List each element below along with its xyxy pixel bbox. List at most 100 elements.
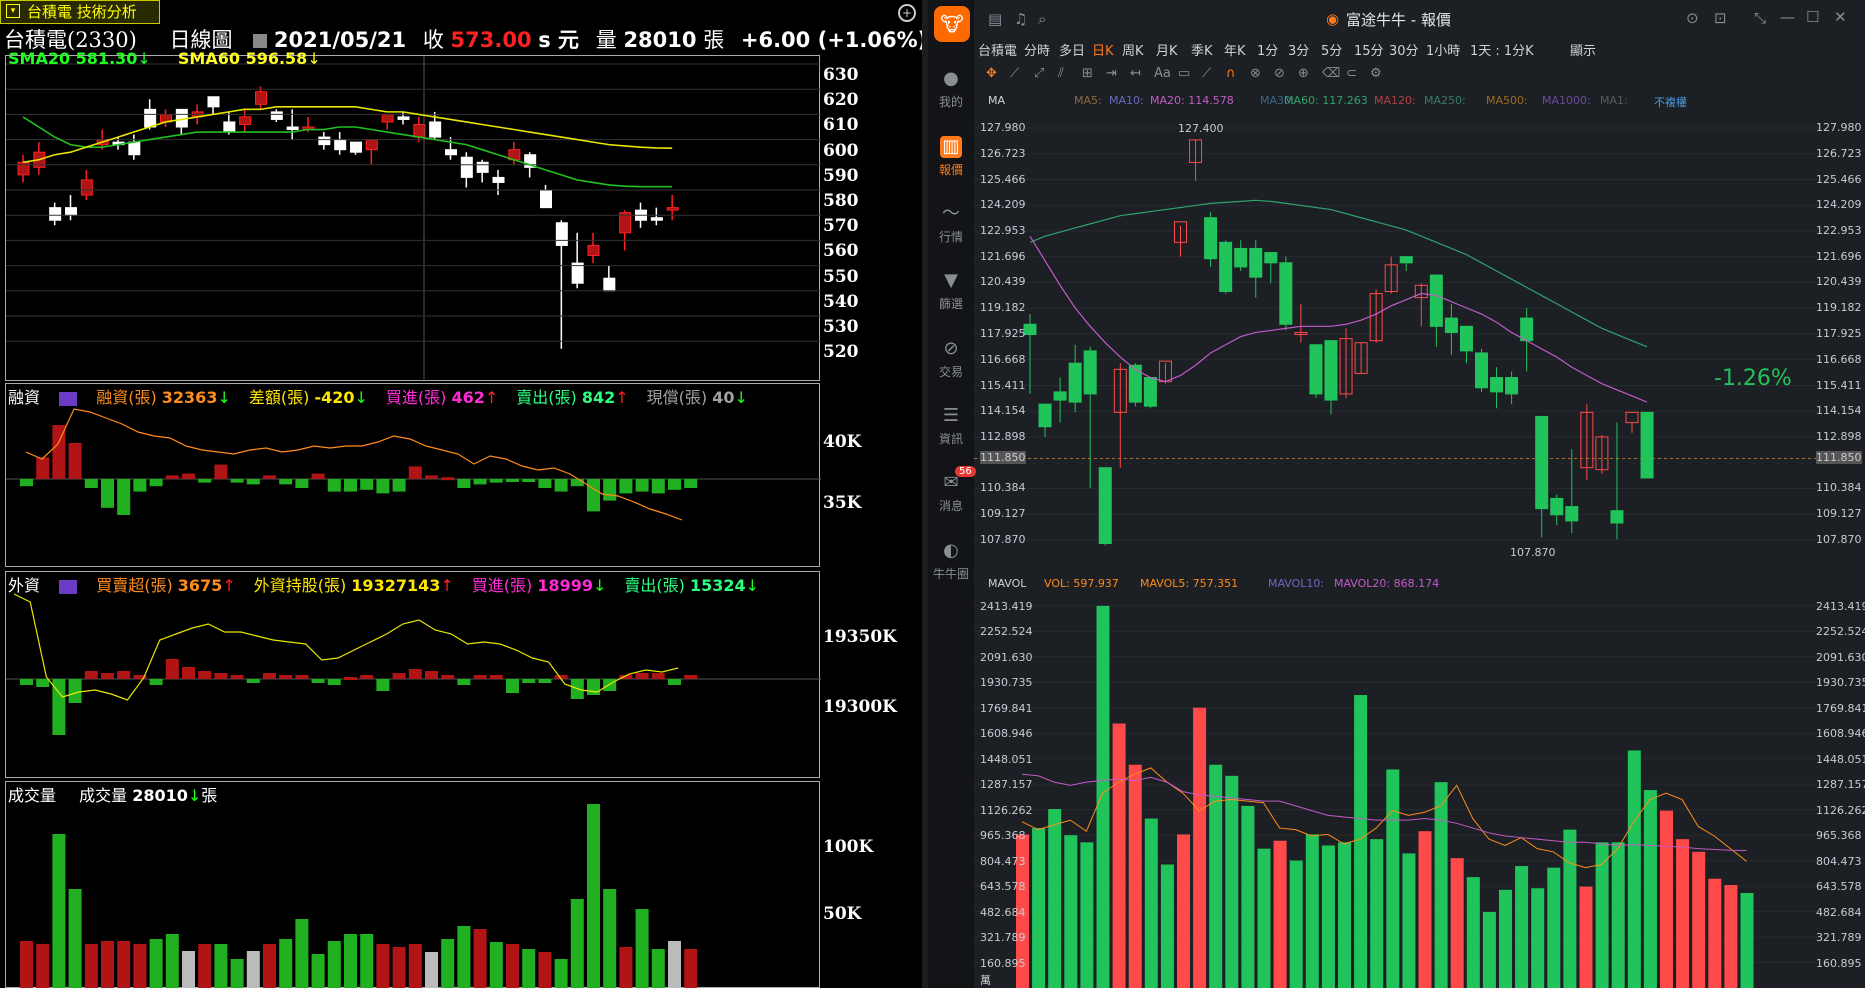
layout-icon[interactable]: ▤ bbox=[988, 10, 1003, 28]
candle-body bbox=[476, 161, 489, 173]
foreign-bar bbox=[182, 667, 195, 679]
bell-icon[interactable]: ♫ bbox=[1014, 10, 1028, 28]
candle-body bbox=[1475, 352, 1488, 389]
foreign-chart bbox=[6, 593, 821, 735]
draw-tool-16-icon[interactable]: ⚙ bbox=[1370, 66, 1382, 81]
foreign-bar bbox=[101, 673, 114, 679]
tab-9[interactable]: 3分 bbox=[1288, 44, 1310, 59]
maximize-icon[interactable]: ☐ bbox=[1806, 8, 1820, 26]
draw-tool-2-icon[interactable]: ⤢ bbox=[1034, 66, 1045, 81]
volume-value: 28010 bbox=[132, 786, 188, 805]
tab-14[interactable]: 1天 : 1分K bbox=[1470, 44, 1534, 59]
draw-tool-7-icon[interactable]: Aa bbox=[1154, 66, 1171, 81]
draw-tool-5-icon[interactable]: ⇥ bbox=[1106, 66, 1117, 81]
ma20-label: MA20: 114.578 bbox=[1150, 94, 1234, 107]
headset-icon[interactable]: ⊙ bbox=[1686, 9, 1699, 27]
sidebar-item-screener[interactable]: ▼ 篩選 bbox=[928, 270, 974, 312]
legend-item-value: 40 bbox=[712, 388, 735, 407]
display-menu[interactable]: 顯示 bbox=[1570, 44, 1597, 59]
tab-4[interactable]: 周K bbox=[1122, 44, 1144, 59]
mavol-legend: MAVOL VOL: 597.937 MAVOL5: 757.351 MAVOL10:… bbox=[974, 573, 1865, 595]
foreign-bar bbox=[84, 671, 98, 679]
draw-tool-13-icon[interactable]: ⊕ bbox=[1298, 66, 1309, 81]
sidebar-item-quotes[interactable]: ▥ 報價 bbox=[928, 136, 974, 178]
candle-body bbox=[587, 244, 600, 257]
close-icon[interactable]: ✕ bbox=[1834, 8, 1847, 26]
dropdown-icon[interactable]: ▾ bbox=[6, 4, 20, 18]
draw-tool-11-icon[interactable]: ⊗ bbox=[1250, 66, 1261, 81]
draw-tool-14-icon[interactable]: ⌫ bbox=[1322, 66, 1341, 81]
candle-body bbox=[1459, 325, 1473, 352]
margin-bar bbox=[603, 479, 617, 501]
tab-0[interactable]: 台積電 bbox=[978, 44, 1018, 59]
zoom-icon[interactable]: + bbox=[898, 4, 916, 22]
margin-bar bbox=[133, 479, 147, 492]
shirt-icon[interactable]: ⊡ bbox=[1714, 9, 1727, 27]
candle-body bbox=[381, 113, 394, 123]
ma-indicator-select[interactable]: MA bbox=[988, 94, 1006, 107]
draw-tool-15-icon[interactable]: ⊂ bbox=[1346, 66, 1357, 81]
margin-panel[interactable]: 融資 融資(張) 32363↓ 差額(張) -420↓ 買進(張) 462↑ 賣出(張… bbox=[5, 383, 821, 567]
tab-7[interactable]: 年K bbox=[1224, 44, 1246, 59]
candle-body bbox=[1309, 344, 1323, 395]
collapse-icon[interactable]: ⤡ bbox=[1754, 9, 1767, 27]
draw-tool-12-icon[interactable]: ⊘ bbox=[1274, 66, 1285, 81]
draw-tool-4-icon[interactable]: ⊞ bbox=[1082, 66, 1093, 81]
tab-12[interactable]: 30分 bbox=[1389, 44, 1419, 59]
vol-tick-left: 321.789 bbox=[980, 931, 1026, 945]
draw-tool-3-icon[interactable]: ⫽ bbox=[1058, 66, 1064, 81]
volume-bar bbox=[1016, 834, 1029, 988]
list-icon[interactable] bbox=[59, 579, 78, 594]
draw-tool-1-icon[interactable]: ⟋ bbox=[1010, 66, 1020, 81]
list-icon[interactable] bbox=[59, 391, 78, 406]
window-tab[interactable]: ▾ 台積電 技術分析 bbox=[0, 0, 160, 24]
futu-logo-icon: ◉ bbox=[1326, 10, 1340, 28]
price-tick: 620 bbox=[823, 90, 859, 111]
draw-tool-6-icon[interactable]: ↤ bbox=[1130, 66, 1141, 81]
draw-tool-9-icon[interactable]: ⟋ bbox=[1202, 66, 1212, 81]
adjust-toggle[interactable]: 不複權 bbox=[1654, 96, 1687, 109]
date-picker-icon[interactable] bbox=[253, 34, 268, 48]
tab-6[interactable]: 季K bbox=[1191, 44, 1213, 59]
tab-13[interactable]: 1小時 bbox=[1426, 44, 1461, 59]
ma500-label: MA500: bbox=[1486, 94, 1528, 107]
price-panel[interactable]: SMA20 581.30↓ SMA60 596.58↓ bbox=[5, 49, 821, 382]
mavol-indicator-select[interactable]: MAVOL bbox=[988, 577, 1027, 590]
tab-10[interactable]: 5分 bbox=[1321, 44, 1343, 59]
vol-tick-right: 1287.157 bbox=[1816, 778, 1865, 792]
sidebar-item-messages[interactable]: ✉ 消息 56 bbox=[928, 466, 976, 514]
sidebar-item-trade[interactable]: ⊘ 交易 bbox=[928, 338, 974, 380]
margin-bar bbox=[327, 479, 341, 492]
foreign-panel[interactable]: 外資 買賣超(張) 3675↑ 外資持股(張) 19327143↑ 買進(張) 18… bbox=[5, 571, 821, 778]
margin-bar bbox=[311, 473, 325, 479]
app-logo[interactable]: 🐮 bbox=[934, 6, 970, 42]
margin-bar bbox=[538, 479, 552, 488]
volume-bar bbox=[1144, 818, 1158, 988]
foreign-bar bbox=[165, 659, 179, 679]
tab-2[interactable]: 多日 bbox=[1059, 44, 1086, 59]
sidebar-item-market[interactable]: 〜行情 bbox=[928, 203, 974, 245]
candle-body bbox=[1128, 364, 1142, 403]
volume-panel[interactable]: 成交量 成交量 28010↓張 bbox=[5, 781, 820, 988]
trade-icon: ⊘ bbox=[943, 338, 959, 359]
margin-tick: 40K bbox=[823, 432, 862, 452]
search-icon[interactable]: ⌕ bbox=[1038, 10, 1047, 28]
tab-1[interactable]: 分時 bbox=[1024, 44, 1051, 59]
volume-bar bbox=[1547, 867, 1561, 988]
price-tick-left: 125.466 bbox=[980, 172, 1026, 186]
tab-11[interactable]: 15分 bbox=[1354, 44, 1384, 59]
candle-body bbox=[1625, 411, 1639, 424]
draw-tool-8-icon[interactable]: ▭ bbox=[1178, 66, 1191, 81]
tab-8[interactable]: 1分 bbox=[1257, 44, 1279, 59]
minimize-icon[interactable]: — bbox=[1780, 8, 1795, 26]
candle-body bbox=[255, 91, 267, 105]
message-badge: 56 bbox=[955, 466, 976, 477]
sidebar-item-mine[interactable]: ● 我的 bbox=[928, 68, 974, 110]
draw-tool-10-icon[interactable]: ∩ bbox=[1226, 66, 1236, 81]
tab-3[interactable]: 日K bbox=[1092, 44, 1114, 59]
draw-tool-0-icon[interactable]: ✥ bbox=[986, 66, 997, 81]
sidebar-item-news[interactable]: ☰ 資訊 bbox=[928, 405, 974, 447]
tab-5[interactable]: 月K bbox=[1156, 44, 1178, 59]
sidebar-item-community[interactable]: ◐ 牛牛圈 bbox=[928, 540, 974, 582]
foreign-tick: 19300K bbox=[823, 697, 897, 717]
